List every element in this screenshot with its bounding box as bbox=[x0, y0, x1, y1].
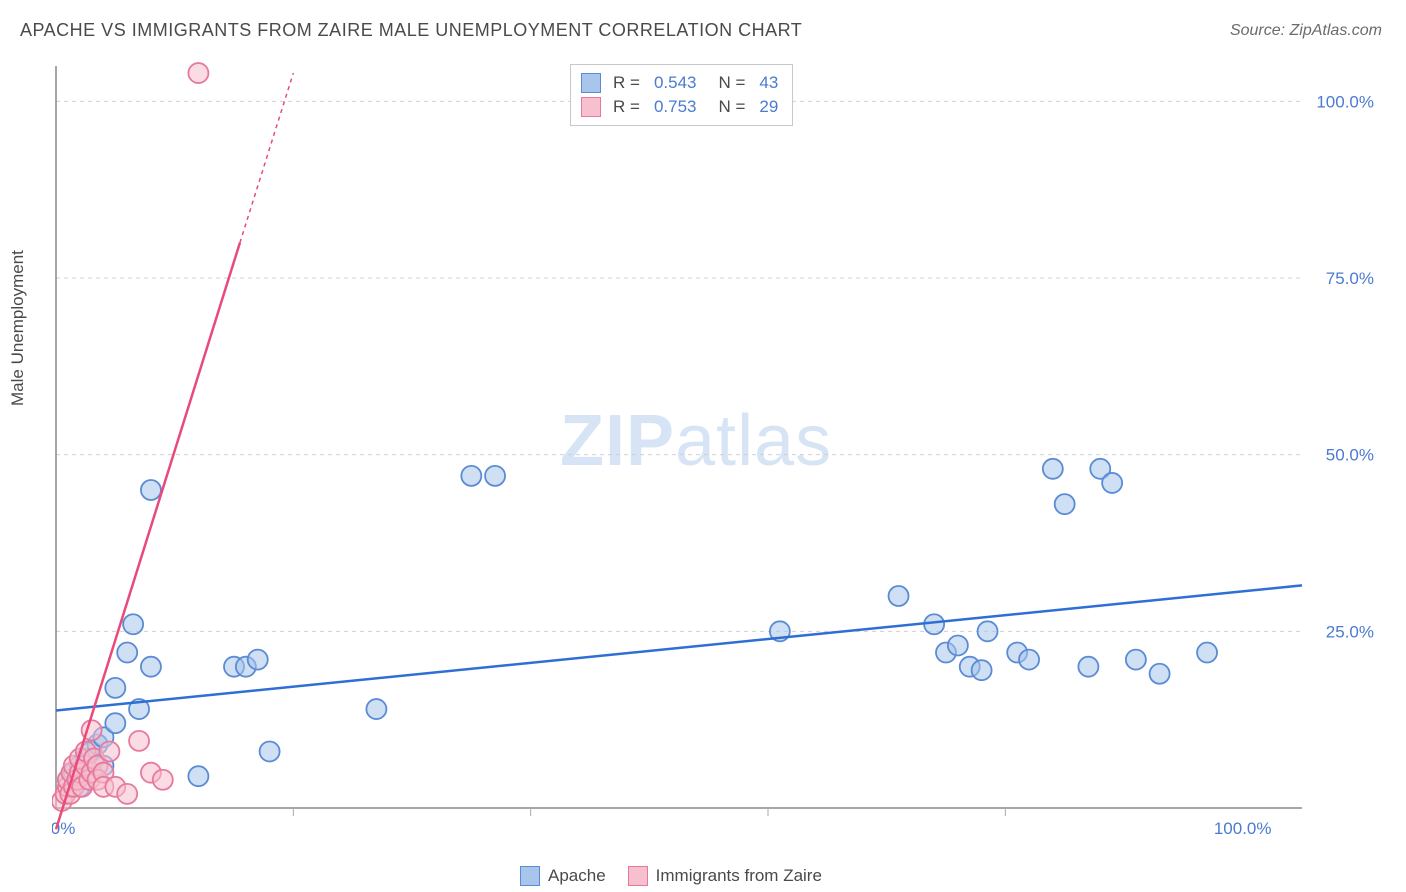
n-value-zaire: 29 bbox=[759, 97, 778, 117]
chart-svg: 25.0%50.0%75.0%100.0%0.0%100.0% bbox=[52, 58, 1382, 848]
r-label: R = bbox=[613, 73, 640, 93]
y-axis-label: Male Unemployment bbox=[8, 250, 28, 406]
svg-text:100.0%: 100.0% bbox=[1214, 819, 1272, 838]
swatch-blue-icon bbox=[581, 73, 601, 93]
swatch-pink-icon bbox=[628, 866, 648, 886]
n-value-apache: 43 bbox=[759, 73, 778, 93]
series-legend: Apache Immigrants from Zaire bbox=[520, 866, 822, 886]
svg-text:100.0%: 100.0% bbox=[1316, 92, 1374, 111]
n-label: N = bbox=[718, 73, 745, 93]
legend-item-apache: Apache bbox=[520, 866, 606, 886]
chart-title: APACHE VS IMMIGRANTS FROM ZAIRE MALE UNE… bbox=[20, 20, 802, 41]
plot-area: 25.0%50.0%75.0%100.0%0.0%100.0% bbox=[52, 58, 1382, 848]
legend-row-zaire: R = 0.753 N = 29 bbox=[581, 95, 778, 119]
legend-label-zaire: Immigrants from Zaire bbox=[656, 866, 822, 886]
r-value-zaire: 0.753 bbox=[654, 97, 697, 117]
correlation-legend: R = 0.543 N = 43 R = 0.753 N = 29 bbox=[570, 64, 793, 126]
n-label: N = bbox=[718, 97, 745, 117]
source-link[interactable]: ZipAtlas.com bbox=[1290, 22, 1382, 39]
legend-label-apache: Apache bbox=[548, 866, 606, 886]
r-value-apache: 0.543 bbox=[654, 73, 697, 93]
swatch-pink-icon bbox=[581, 97, 601, 117]
source-prefix: Source: bbox=[1230, 22, 1290, 39]
svg-text:50.0%: 50.0% bbox=[1326, 446, 1374, 465]
legend-item-zaire: Immigrants from Zaire bbox=[628, 866, 822, 886]
swatch-blue-icon bbox=[520, 866, 540, 886]
r-label: R = bbox=[613, 97, 640, 117]
svg-text:25.0%: 25.0% bbox=[1326, 622, 1374, 641]
legend-row-apache: R = 0.543 N = 43 bbox=[581, 71, 778, 95]
svg-text:75.0%: 75.0% bbox=[1326, 269, 1374, 288]
source-attribution: Source: ZipAtlas.com bbox=[1230, 22, 1382, 40]
